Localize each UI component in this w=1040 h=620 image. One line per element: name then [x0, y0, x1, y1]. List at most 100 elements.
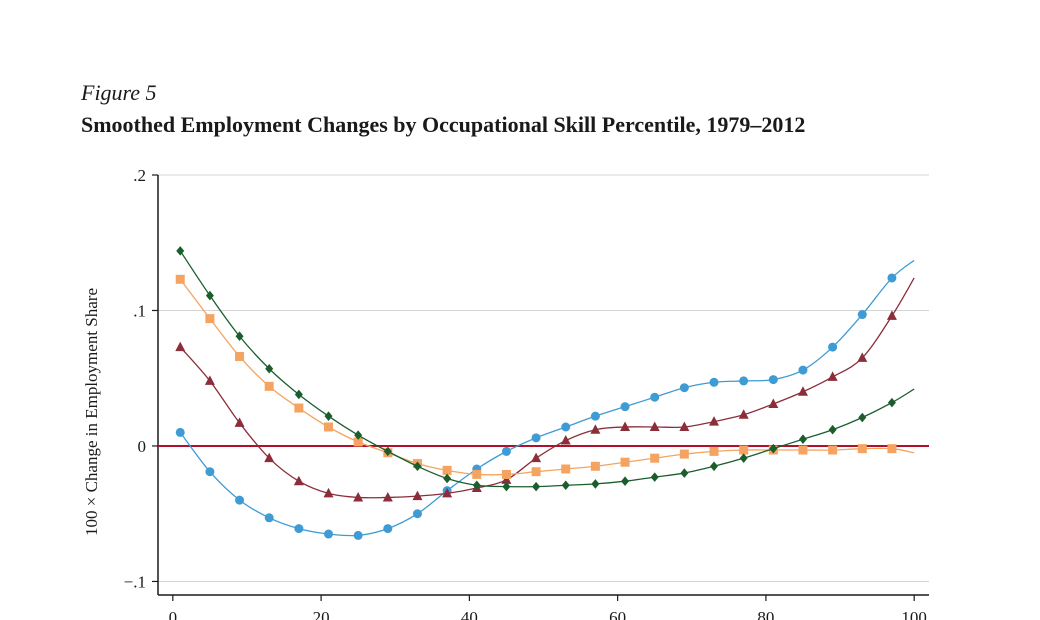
data-point-circle [828, 342, 838, 352]
data-point-square [828, 445, 838, 455]
data-point-square [205, 314, 215, 324]
data-point-circle [412, 509, 422, 519]
data-point-triangle [531, 452, 542, 463]
data-point-diamond [265, 363, 274, 374]
data-point-circle [264, 513, 274, 523]
data-point-triangle [797, 386, 808, 396]
series-diamond [176, 246, 915, 492]
data-point-circle [887, 273, 897, 283]
data-point-circle [235, 495, 245, 505]
data-point-diamond [650, 472, 659, 482]
data-point-diamond [324, 411, 333, 421]
data-point-triangle [442, 487, 453, 498]
data-point-triangle [353, 491, 364, 502]
data-point-square [650, 453, 660, 463]
data-point-triangle [857, 352, 868, 362]
data-point-square [590, 461, 600, 471]
data-point-circle [590, 411, 600, 421]
data-point-diamond [858, 412, 867, 423]
data-point-triangle [886, 310, 897, 320]
x-tick-label: 40 [461, 608, 478, 620]
data-point-square [857, 444, 867, 454]
data-point-triangle [679, 421, 690, 431]
data-point-square [353, 437, 363, 447]
data-point-square [324, 422, 334, 432]
series-group [175, 246, 915, 540]
data-point-square [264, 381, 274, 391]
data-point-square [679, 449, 689, 459]
data-point-square [294, 403, 304, 413]
data-point-circle [857, 310, 867, 320]
data-point-circle [798, 365, 808, 375]
data-point-triangle [620, 421, 631, 431]
data-point-circle [383, 524, 393, 534]
data-point-triangle [501, 474, 512, 484]
x-tick-label: 80 [757, 608, 774, 620]
data-point-diamond [235, 331, 244, 342]
data-point-circle [294, 524, 304, 534]
data-point-triangle [590, 424, 601, 434]
data-point-diamond [887, 397, 896, 408]
data-point-circle [768, 375, 778, 385]
data-point-square [798, 445, 808, 455]
y-tick-label: 0 [138, 437, 147, 456]
data-point-diamond [739, 453, 748, 463]
data-point-circle [709, 377, 719, 387]
figure-label: Figure 5 [81, 80, 157, 105]
figure-title: Smoothed Employment Changes by Occupatio… [81, 112, 806, 137]
data-point-diamond [532, 481, 541, 492]
data-point-triangle [293, 475, 304, 486]
x-tick-label: 20 [313, 608, 330, 620]
data-point-diamond [176, 246, 185, 256]
data-point-triangle [768, 398, 779, 408]
data-point-circle [679, 383, 689, 393]
series-circle [175, 259, 915, 540]
data-point-triangle [412, 490, 423, 501]
data-point-diamond [383, 446, 392, 457]
data-point-diamond [710, 461, 719, 472]
data-point-square [709, 446, 719, 456]
data-point-circle [561, 422, 571, 432]
data-point-circle [175, 427, 185, 437]
data-point-triangle [709, 416, 720, 426]
data-point-diamond [502, 481, 511, 492]
data-point-circle [205, 467, 215, 477]
data-point-diamond [205, 290, 214, 301]
axes: −.1 0 .1 .2 0 20 40 60 80 100 [124, 166, 929, 620]
series-triangle [175, 277, 915, 502]
data-point-diamond [354, 430, 363, 440]
data-point-diamond [828, 424, 837, 435]
data-point-circle [353, 530, 363, 540]
data-point-diamond [413, 461, 422, 472]
data-point-diamond [680, 468, 689, 478]
data-point-circle [739, 376, 749, 386]
x-tick-label: 60 [609, 608, 626, 620]
data-point-circle [501, 446, 511, 456]
data-point-triangle [175, 341, 186, 352]
data-point-circle [650, 392, 660, 402]
data-point-triangle [827, 371, 838, 381]
data-point-triangle [382, 491, 393, 502]
data-point-diamond [443, 473, 452, 484]
data-point-diamond [294, 389, 303, 400]
data-point-triangle [264, 452, 275, 463]
data-point-circle [324, 529, 334, 539]
data-point-diamond [472, 480, 481, 491]
data-point-circle [620, 402, 630, 412]
data-point-diamond [621, 476, 630, 486]
data-point-square [561, 464, 571, 474]
data-point-square [235, 352, 245, 362]
data-point-square [501, 469, 511, 479]
data-point-triangle [738, 409, 749, 419]
data-point-diamond [591, 479, 600, 489]
data-point-triangle [560, 435, 571, 445]
data-point-circle [531, 433, 541, 443]
data-point-triangle [323, 487, 334, 498]
series-line [179, 259, 915, 537]
data-point-triangle [204, 375, 215, 385]
data-point-triangle [649, 421, 660, 431]
y-tick-label: .2 [133, 166, 146, 185]
data-point-square [620, 457, 630, 467]
data-point-diamond [798, 434, 807, 444]
